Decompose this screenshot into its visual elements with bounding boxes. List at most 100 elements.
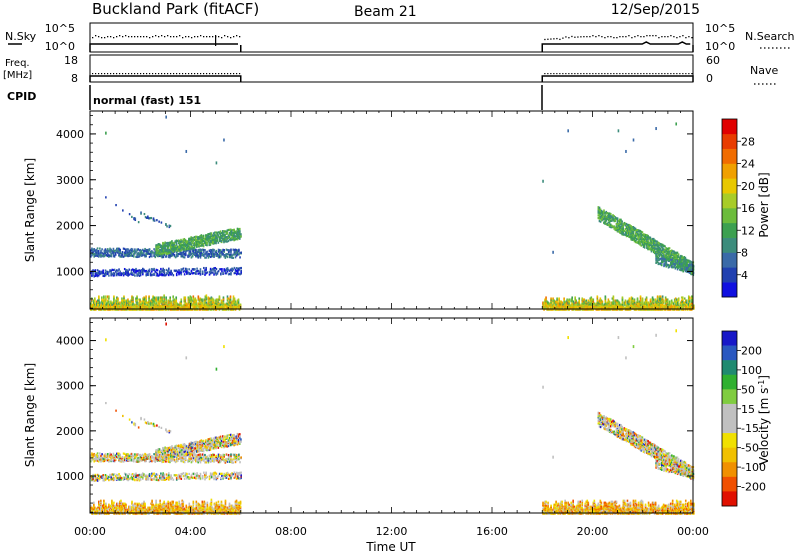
nsearch-point: [598, 35, 600, 37]
ground-scatter-cell: [658, 305, 661, 308]
radar-cell: [138, 249, 141, 252]
radar-cell: [129, 248, 132, 251]
radar-cell: [685, 259, 688, 263]
radar-cell: [221, 250, 223, 254]
radar-cell: [220, 234, 223, 237]
ground-scatter-cell: [151, 308, 153, 311]
noise-left-tick-bottom: 10^0: [45, 40, 75, 53]
nave-point: [125, 73, 127, 75]
radar-cell: [137, 269, 140, 272]
radar-cell: [181, 246, 183, 249]
radar-cell: [655, 243, 657, 246]
nave-point: [640, 73, 642, 75]
ground-scatter-cell: [90, 302, 92, 305]
radar-cell: [177, 254, 179, 258]
radar-cell: [647, 234, 649, 238]
radar-cell: [624, 222, 627, 225]
ground-scatter-cell: [676, 301, 679, 304]
radar-cell: [647, 242, 649, 245]
ground-scatter-cell: [693, 306, 695, 309]
radar-cell: [148, 248, 151, 251]
radar-cell: [162, 269, 164, 272]
radar-cell: [174, 269, 177, 272]
radar-cell: [672, 253, 674, 257]
ground-scatter-cell: [562, 308, 564, 311]
ground-scatter-cell: [218, 302, 221, 305]
radar-cell: [604, 220, 606, 223]
nave-point: [589, 73, 591, 75]
ground-scatter-cell: [656, 295, 659, 298]
radar-cell: [658, 255, 661, 258]
radar-cell: [685, 258, 688, 261]
ground-scatter-cell: [145, 295, 147, 298]
radar-cell: [164, 274, 167, 277]
radar-cell: [199, 235, 202, 238]
ground-scatter-cell: [670, 302, 673, 305]
radar-cell: [147, 215, 149, 218]
radar-cell: [157, 246, 160, 249]
ground-scatter-cell: [229, 304, 232, 307]
noise-panel: N.Sky 10^5 10^0 10^5 10^0 N.Search: [5, 22, 795, 53]
radar-cell: [146, 252, 149, 256]
radar-cell: [655, 257, 657, 260]
radar-cell: [226, 235, 229, 239]
radar-cell: [608, 223, 611, 226]
radar-cell: [614, 227, 617, 231]
radar-cell: [165, 248, 168, 251]
radar-cell: [235, 269, 238, 273]
radar-cell: [202, 242, 205, 246]
radar-cell: [680, 254, 682, 258]
power-data: [90, 115, 695, 311]
ground-scatter-cell: [115, 299, 117, 302]
nave-point: [188, 73, 190, 75]
radar-cell: [199, 254, 202, 258]
radar-cell: [126, 271, 128, 274]
radar-cell: [212, 238, 215, 241]
ground-scatter-cell: [627, 299, 630, 302]
radar-cell: [192, 249, 195, 252]
radar-cell: [163, 245, 165, 248]
radar-cell: [90, 272, 92, 275]
ground-scatter-cell: [190, 300, 193, 303]
radar-cell: [645, 237, 647, 240]
ground-scatter-cell: [112, 306, 114, 309]
radar-cell: [160, 252, 163, 255]
radar-cell: [660, 249, 663, 252]
radar-cell: [214, 270, 216, 273]
ground-scatter-cell: [118, 302, 120, 305]
radar-cell: [163, 252, 165, 255]
ground-scatter-cell: [126, 301, 128, 304]
nave-point: [164, 73, 166, 75]
ground-scatter-cell: [644, 305, 647, 308]
radar-cell: [216, 238, 218, 241]
radar-cell: [638, 238, 640, 241]
radar-cell: [166, 248, 169, 252]
radar-cell: [226, 255, 229, 259]
ground-scatter-cell: [194, 301, 197, 304]
ground-scatter-cell: [624, 299, 627, 302]
radar-cell: [667, 263, 670, 267]
radar-cell: [213, 253, 215, 256]
radar-cell: [632, 238, 635, 241]
radar-cell: [212, 250, 214, 253]
radar-cell: [651, 237, 654, 241]
radar-cell: [122, 271, 125, 274]
radar-cell: [198, 272, 201, 275]
ground-scatter-cell: [104, 302, 106, 305]
radar-cell: [142, 273, 144, 276]
ground-scatter-cell: [187, 308, 190, 311]
radar-cell: [236, 235, 239, 238]
radar-cell: [227, 235, 230, 238]
radar-cell: [235, 237, 238, 241]
radar-cell: [214, 240, 216, 243]
radar-cell: [228, 233, 231, 236]
nave-label: Nave: [750, 64, 778, 77]
radar-cell: [180, 273, 183, 276]
radar-cell: [105, 196, 107, 199]
ground-scatter-cell: [685, 299, 688, 302]
nave-point: [101, 73, 103, 75]
radar-cell: [145, 252, 148, 255]
radar-cell: [95, 254, 98, 257]
radar-cell: [684, 265, 687, 268]
